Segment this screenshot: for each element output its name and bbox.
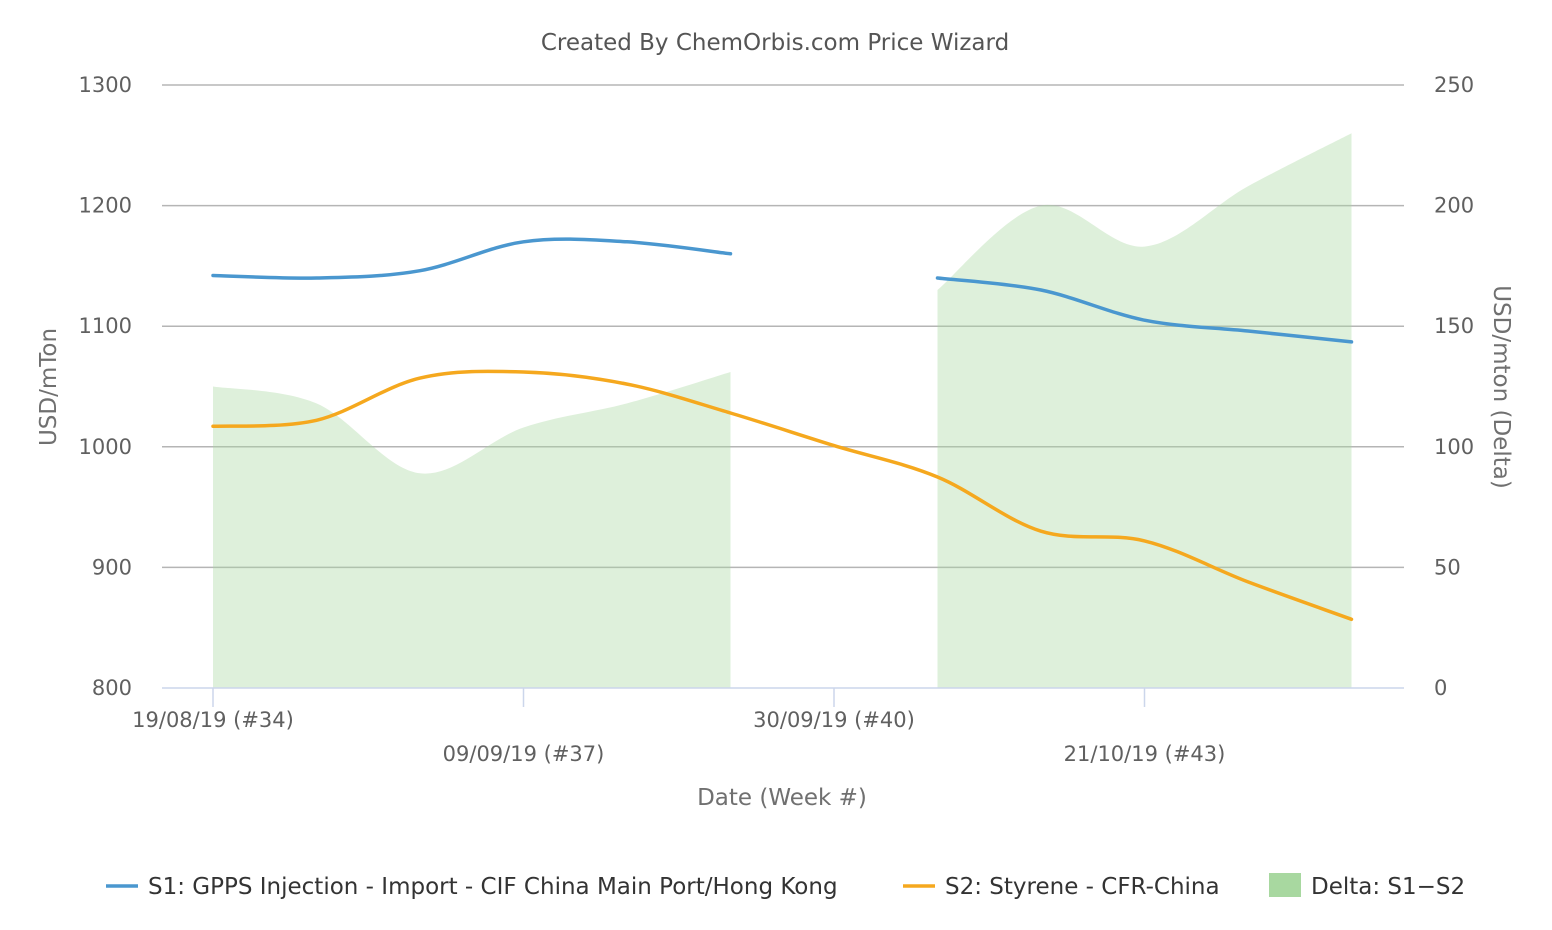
legend-item-delta[interactable]: Delta: S1−S2 — [1269, 873, 1465, 900]
series-s1-line[interactable] — [935, 276, 1354, 344]
area-layer — [213, 133, 1352, 688]
series-s2-line[interactable] — [211, 369, 1354, 622]
line-layer — [211, 237, 1354, 622]
y-tick-label: 900 — [92, 555, 132, 579]
y-tick-label: 1000 — [79, 435, 132, 459]
y-tick-label: 1300 — [79, 73, 132, 97]
legend-label-s2: S2: Styrene - CFR-China — [945, 874, 1220, 900]
y2-tick-label: 200 — [1434, 194, 1474, 218]
legend-item-s1[interactable]: S1: GPPS Injection - Import - CIF China … — [106, 874, 838, 900]
x-tick-label: 09/09/19 (#37) — [443, 742, 605, 766]
x-tick-label: 21/10/19 (#43) — [1064, 742, 1226, 766]
y2-tick-label: 250 — [1434, 73, 1474, 97]
y-tick-label: 1100 — [79, 314, 132, 338]
legend-label-delta: Delta: S1−S2 — [1311, 874, 1465, 900]
y-tick-label: 800 — [92, 676, 132, 700]
series-s1-line[interactable] — [211, 237, 733, 280]
y2-tick-label: 100 — [1434, 435, 1474, 459]
chart-title: Created By ChemOrbis.com Price Wizard — [541, 30, 1009, 56]
legend-item-s2[interactable]: S2: Styrene - CFR-China — [903, 874, 1220, 900]
x-tick-label: 19/08/19 (#34) — [132, 708, 294, 732]
x-tick-label: 30/09/19 (#40) — [753, 708, 915, 732]
y2-tick-label: 150 — [1434, 314, 1474, 338]
y2-tick-label: 50 — [1434, 555, 1461, 579]
y2-tick-label: 0 — [1434, 676, 1447, 700]
legend-swatch-delta — [1269, 873, 1301, 897]
x-axis-title: Date (Week #) — [697, 785, 867, 811]
y-tick-label: 1200 — [79, 194, 132, 218]
grid-lines — [162, 84, 1404, 569]
legend: S1: GPPS Injection - Import - CIF China … — [106, 873, 1465, 900]
axes: 800 900 1000 1100 1200 1300 0 50 100 150 200 250 19/… — [79, 73, 1475, 766]
delta-area[interactable] — [937, 133, 1352, 688]
y2-axis-title: USD/mton (Delta) — [1488, 285, 1514, 489]
legend-label-s1: S1: GPPS Injection - Import - CIF China … — [148, 874, 838, 900]
delta-area[interactable] — [213, 372, 731, 688]
y-axis-title: USD/mTon — [36, 328, 62, 446]
